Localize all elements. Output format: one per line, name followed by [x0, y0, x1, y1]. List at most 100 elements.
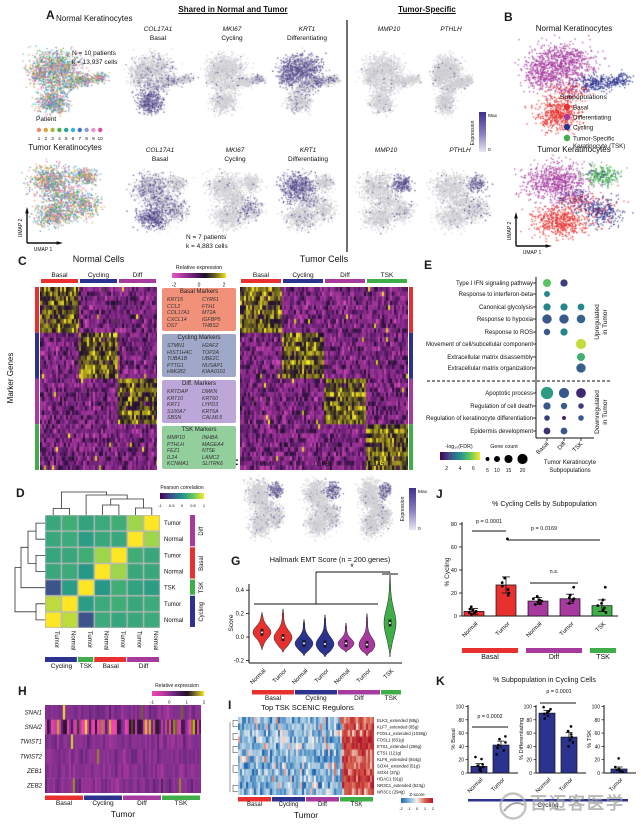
patient-color-dot: [50, 127, 55, 133]
h-group-bar: [84, 795, 122, 800]
go-dot: [542, 278, 552, 288]
e-col-label: TSK: [572, 441, 584, 453]
k-data-dot: [476, 764, 479, 767]
gene-count-legend-dot: [494, 456, 500, 462]
watermark-logo-swoosh: [503, 802, 525, 812]
k-data-dot: [547, 709, 551, 713]
gene-name: PTTG1: [167, 362, 184, 369]
j-data-dot: [506, 593, 510, 597]
patient-color-dot: [57, 127, 62, 133]
relative-expression-colorbar-h: [152, 691, 204, 696]
patient-id-label: 3: [51, 136, 54, 142]
axis-arrowhead: [25, 207, 29, 214]
regulon-label: SOX4 (37g): [377, 770, 400, 775]
feature-gene-title: MKI67: [226, 147, 245, 154]
k-ytick: 40: [594, 744, 600, 750]
patient-id-label: 1: [38, 136, 41, 142]
subpopulation-legend-dot: [563, 113, 571, 121]
h-gene-label: ZEB1: [26, 769, 42, 775]
k-ylabel: % Basal: [451, 728, 457, 749]
h-colorbar-tick: 2: [203, 700, 206, 705]
go-dot: [576, 388, 586, 398]
panel-g-label: G: [231, 554, 241, 568]
c-right-group-sidebar: [409, 287, 413, 333]
j-xtick-label: Tumor: [559, 621, 575, 637]
tumor-k-cells: k = 4,883 cells: [186, 243, 228, 250]
feature-gene-title: KRT1: [300, 147, 317, 154]
h-colorbar-tick: -1: [150, 700, 154, 705]
umap-tumor-subpopulations: [507, 150, 639, 250]
k-data-dot: [479, 767, 482, 770]
regulon-label: KLF6_extended (844g): [377, 757, 422, 762]
gene-name: INHBA: [202, 435, 218, 441]
gene-box-cycling-markers: [162, 334, 236, 377]
j-group-label: Basal: [481, 654, 499, 661]
gene-name: IL24: [167, 454, 178, 461]
g-ytick: 0.2: [236, 612, 245, 618]
j-ytick: 40: [451, 568, 457, 574]
pearson-colorbar: [160, 493, 204, 499]
j-data-dot: [531, 597, 535, 601]
j-group-bar: [462, 648, 518, 653]
pearson-colorbar-tick: 1: [203, 503, 206, 508]
violin-tumor: [315, 614, 335, 658]
d-top-dendrogram: [102, 504, 120, 515]
g-group-label: Diff: [354, 695, 364, 702]
j-xtick-label: Normal: [525, 621, 543, 639]
d-col-label: Normal: [152, 631, 158, 650]
gene-name: SLITRK6: [202, 461, 224, 467]
k-ytick: 80: [594, 718, 600, 724]
heatmap-pearson-correlation: [45, 515, 160, 628]
expression-max: Max: [488, 113, 498, 119]
g-group-bar: [381, 690, 401, 695]
go-dot: [544, 291, 550, 297]
h-group-label: Cycling: [92, 800, 114, 807]
i-group-label: Basal: [247, 802, 262, 808]
g-group-label: Cycling: [305, 695, 327, 702]
j-data-dot: [533, 603, 537, 606]
expression-min: 0: [418, 526, 421, 532]
panel-a-label: A: [46, 8, 55, 22]
relative-expression-colorbar-c: [172, 273, 226, 278]
expression-min: 0: [488, 147, 491, 153]
regulon-label: FOSL1_extended (1038g): [377, 731, 427, 736]
k-data-dot: [481, 765, 485, 769]
gene-name: IGFBP5: [202, 316, 221, 323]
j-ytick: 20: [451, 591, 457, 597]
g-xtick-label: Normal: [291, 668, 309, 686]
f-gene-title: VIM: [259, 461, 271, 468]
violin-median-dot: [345, 642, 347, 645]
axis-arrowhead: [545, 244, 552, 248]
gene-name: KRT1: [167, 402, 181, 408]
d-row-label: Normal: [164, 570, 183, 576]
d-row-group-label: Cycling: [199, 602, 205, 622]
h-group-label: TSK: [175, 800, 188, 807]
upregulated-label2: in Tumor: [602, 309, 609, 335]
j-ytick: 60: [451, 545, 457, 551]
go-term-label: Type I IFN signaling pathway: [456, 281, 533, 287]
go-dot: [578, 403, 584, 409]
subpopulations-legend-title: Subpopulations: [560, 94, 607, 101]
gene-name: DMKN: [202, 389, 218, 395]
k-ytick: 0: [597, 771, 600, 777]
gene-name: HMGB2: [167, 369, 186, 375]
go-term-label: Extracellular matrix disassembly: [447, 355, 533, 361]
pearson-colorbar-tick: 0: [181, 503, 184, 508]
expression-axis-label: Expression: [400, 496, 406, 521]
j-data-dot: [572, 597, 576, 601]
regulon-label: FOSL1 (831g): [377, 737, 405, 742]
go-dot: [543, 328, 551, 336]
k-ytick: 100: [592, 705, 601, 711]
watermark-text: 百迈客医学: [530, 794, 625, 813]
d-row-label: Tumor: [164, 553, 181, 559]
j-data-dot: [604, 611, 608, 614]
go-dot: [558, 387, 570, 399]
k-data-dot: [502, 749, 506, 752]
violin-median-dot: [389, 621, 391, 624]
g-xtick-label: Normal: [249, 668, 267, 686]
tumor-specific-header: Tumor-Specific: [398, 5, 456, 14]
c-left-group-sidebar: [35, 378, 39, 425]
patient-id-label: 5: [65, 136, 68, 142]
g-significance-star: *: [350, 562, 354, 572]
go-term-label: Apoptotic process: [485, 391, 533, 397]
